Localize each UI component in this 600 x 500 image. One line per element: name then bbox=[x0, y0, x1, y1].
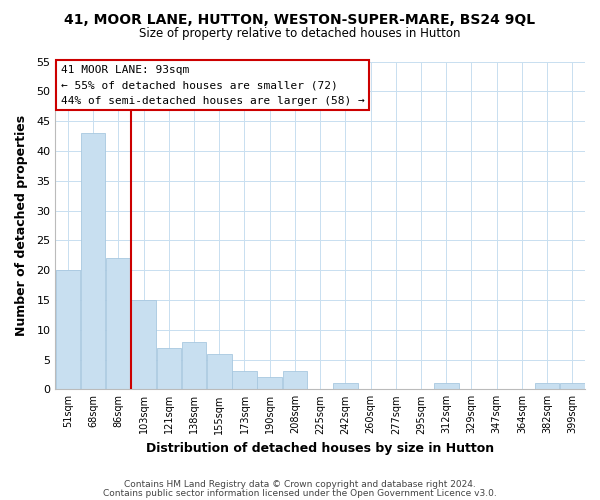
Bar bbox=[56, 270, 80, 390]
Text: Contains public sector information licensed under the Open Government Licence v3: Contains public sector information licen… bbox=[103, 488, 497, 498]
Bar bbox=[434, 384, 458, 390]
Bar bbox=[333, 384, 358, 390]
Bar bbox=[535, 384, 559, 390]
X-axis label: Distribution of detached houses by size in Hutton: Distribution of detached houses by size … bbox=[146, 442, 494, 455]
Bar bbox=[207, 354, 232, 390]
Bar bbox=[182, 342, 206, 390]
Bar bbox=[81, 133, 106, 390]
Text: 41 MOOR LANE: 93sqm
← 55% of detached houses are smaller (72)
44% of semi-detach: 41 MOOR LANE: 93sqm ← 55% of detached ho… bbox=[61, 65, 364, 106]
Bar bbox=[131, 300, 156, 390]
Bar bbox=[283, 372, 307, 390]
Text: Size of property relative to detached houses in Hutton: Size of property relative to detached ho… bbox=[139, 28, 461, 40]
Bar bbox=[232, 372, 257, 390]
Text: 41, MOOR LANE, HUTTON, WESTON-SUPER-MARE, BS24 9QL: 41, MOOR LANE, HUTTON, WESTON-SUPER-MARE… bbox=[64, 12, 536, 26]
Bar bbox=[560, 384, 584, 390]
Bar bbox=[157, 348, 181, 390]
Text: Contains HM Land Registry data © Crown copyright and database right 2024.: Contains HM Land Registry data © Crown c… bbox=[124, 480, 476, 489]
Bar bbox=[257, 378, 282, 390]
Y-axis label: Number of detached properties: Number of detached properties bbox=[15, 115, 28, 336]
Bar bbox=[106, 258, 131, 390]
